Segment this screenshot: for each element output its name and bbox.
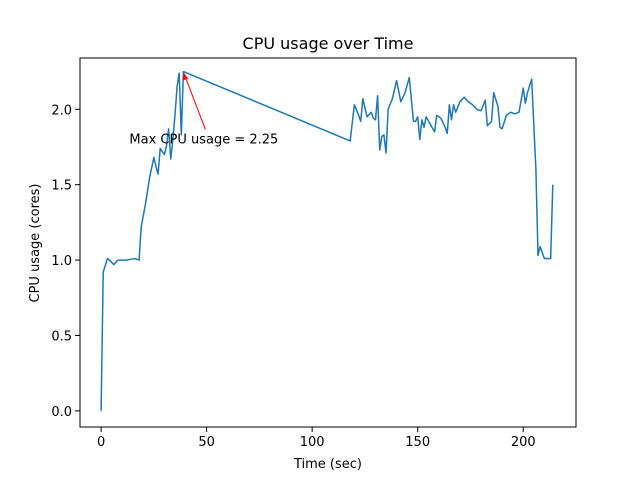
annotation-arrowhead (182, 72, 188, 81)
annotation-arrow (183, 74, 206, 130)
x-tick-label: 150 (405, 435, 430, 450)
data-line (100, 70, 554, 411)
annotation-text: Max CPU usage = 2.25 (129, 133, 278, 148)
x-tick-label: 50 (198, 435, 215, 450)
x-tick-label: 200 (511, 435, 536, 450)
x-tick-label: 100 (300, 435, 325, 450)
y-tick-label: 0.5 (51, 329, 72, 344)
x-axis-label: Time (sec) (293, 457, 362, 472)
x-tick-label: 0 (97, 435, 105, 450)
chart-title: CPU usage over Time (243, 34, 414, 53)
y-axis-label: CPU usage (cores) (28, 184, 43, 303)
y-tick-label: 0.0 (51, 405, 72, 420)
y-tick-label: 1.0 (51, 254, 72, 269)
y-tick-label: 1.5 (51, 179, 72, 194)
plot-frame (79, 57, 577, 428)
y-tick-label: 2.0 (51, 103, 72, 118)
